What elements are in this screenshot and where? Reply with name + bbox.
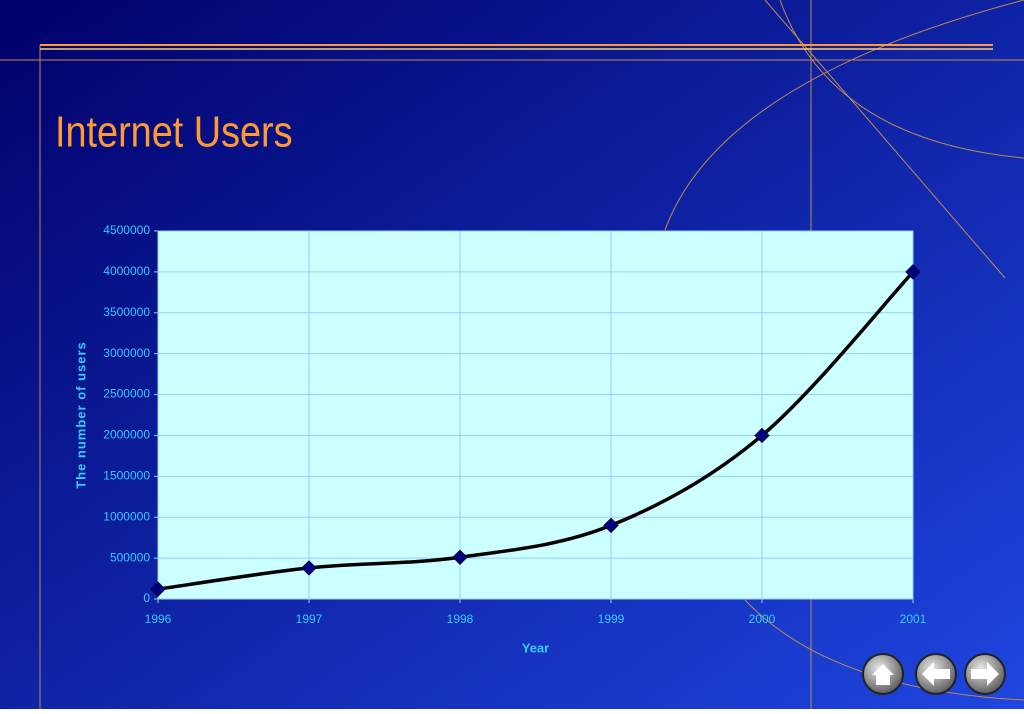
data-point <box>905 264 921 280</box>
nav-buttons <box>862 653 1006 695</box>
y-axis-label: The number of users <box>73 341 88 489</box>
x-tick-label: 1996 <box>145 612 172 626</box>
y-tick-label: 1000000 <box>103 509 150 523</box>
x-tick-label: 1997 <box>296 612 323 626</box>
y-tick-label: 3000000 <box>103 346 150 360</box>
slide-title: Internet Users <box>55 107 293 156</box>
y-tick-label: 500000 <box>110 550 150 564</box>
y-tick-label: 4500000 <box>103 223 150 237</box>
data-point <box>301 560 317 576</box>
home-button[interactable] <box>862 653 904 695</box>
data-point <box>452 549 468 566</box>
plot-area <box>157 230 914 600</box>
x-tick-label: 2001 <box>900 612 927 626</box>
data-point <box>754 427 770 444</box>
x-tick-label: 1999 <box>598 612 625 626</box>
forward-button[interactable] <box>964 653 1006 695</box>
y-tick-label: 4000000 <box>103 264 150 278</box>
x-tick-label: 2000 <box>749 612 776 626</box>
y-tick-label: 2000000 <box>103 428 150 442</box>
back-button[interactable] <box>915 653 957 695</box>
y-tick-label: 1500000 <box>103 469 150 483</box>
data-point <box>150 581 166 597</box>
data-point <box>603 517 619 534</box>
y-tick-label: 3500000 <box>103 305 150 319</box>
y-tick-label: 0 <box>143 591 150 605</box>
y-tick-label: 2500000 <box>103 387 150 401</box>
x-tick-label: 1998 <box>447 612 474 626</box>
x-axis-label: Year <box>522 640 549 655</box>
data-line <box>157 270 915 591</box>
